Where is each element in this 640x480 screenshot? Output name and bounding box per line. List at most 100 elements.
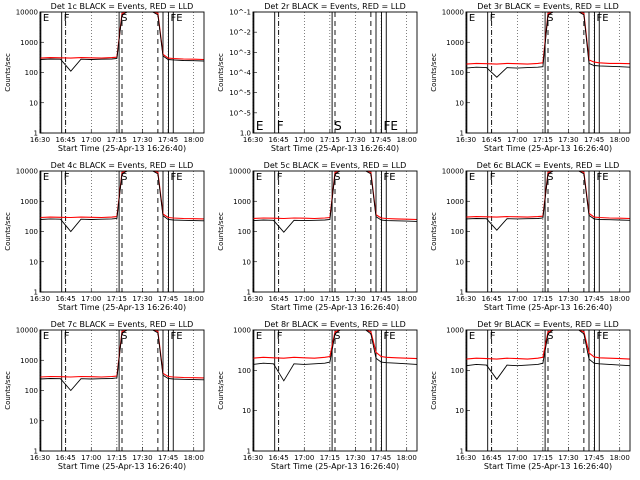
x-tick-label: 18:00	[184, 136, 204, 144]
y-tick-label: 100	[451, 228, 464, 236]
x-tick-label: 17:00	[81, 136, 101, 144]
x-axis-label: Start Time (25-Apr-13 16:26:40)	[484, 144, 612, 153]
x-tick-label: 16:45	[269, 454, 289, 462]
lld-series-line	[40, 330, 204, 379]
y-tick-label: 10^-5	[229, 109, 251, 117]
x-tick-label: 17:45	[371, 136, 391, 144]
x-tick-label: 17:00	[294, 454, 314, 462]
plot-frame	[465, 11, 631, 134]
x-tick-label: 16:30	[456, 454, 476, 462]
y-axis-label: Counts/sec	[430, 212, 438, 251]
panel-3: Det 3r BLACK = Events, RED = LLD 16:30 16:…	[430, 2, 631, 153]
x-tick-label: 17:45	[584, 454, 604, 462]
plot-frame	[252, 11, 418, 134]
panel-1: Det 1c BLACK = Events, RED = LLD 16:30 16:…	[4, 2, 205, 153]
x-tick-label: 17:15	[320, 454, 340, 462]
marker-label: FE	[596, 331, 608, 342]
y-tick-label: 10	[455, 258, 464, 266]
plot-frame	[39, 170, 205, 293]
y-tick-label: 10	[29, 258, 38, 266]
y-axis-label: Counts/sec	[217, 371, 225, 410]
marker-label: S	[334, 119, 342, 133]
x-tick-label: 17:00	[294, 136, 314, 144]
y-tick-label: 1000	[446, 327, 464, 335]
y-tick-label: 10	[455, 407, 464, 415]
lld-series-line	[40, 171, 204, 220]
y-tick-label: 10000	[16, 168, 38, 176]
panel-8: Det 8r BLACK = Events, RED = LLD 16:30 16:…	[217, 320, 418, 471]
events-series-line	[466, 12, 630, 78]
y-tick-label: 10000	[16, 327, 38, 335]
marker-label: E	[43, 172, 49, 183]
x-axis-label: Start Time (25-Apr-13 16:26:40)	[58, 462, 186, 471]
y-axis-label: Counts/sec	[4, 212, 12, 251]
y-tick-label: 1	[34, 289, 38, 297]
y-axis-label: Counts/sec	[430, 371, 438, 410]
marker-label: F	[490, 331, 496, 342]
panel-5: Det 5c BLACK = Events, RED = LLD 16:30 16:…	[217, 161, 418, 312]
marker-label: S	[121, 172, 127, 183]
y-axis-label: Counts/sec	[430, 53, 438, 92]
y-tick-label: 1000	[20, 357, 38, 365]
x-tick-label: 17:45	[158, 136, 178, 144]
plot-frame	[252, 329, 418, 452]
plot-frame	[252, 170, 418, 293]
y-tick-label: 1	[460, 130, 464, 138]
y-tick-label: 1	[34, 130, 38, 138]
x-tick-label: 17:30	[345, 136, 365, 144]
x-tick-label: 17:30	[345, 454, 365, 462]
y-tick-label: 100	[25, 387, 38, 395]
panel-title: Det 6c BLACK = Events, RED = LLD	[477, 161, 620, 170]
y-axis-label: Counts/sec	[4, 53, 12, 92]
x-tick-label: 17:45	[584, 295, 604, 303]
panel-title: Det 5c BLACK = Events, RED = LLD	[264, 161, 407, 170]
events-series-line	[40, 330, 204, 392]
x-tick-label: 16:45	[482, 295, 502, 303]
y-tick-label: 1	[460, 448, 464, 456]
x-tick-label: 16:30	[30, 454, 50, 462]
y-tick-label: 100	[451, 69, 464, 77]
y-tick-label: 10	[29, 417, 38, 425]
events-series-line	[253, 171, 417, 233]
plot-frame	[39, 329, 205, 452]
marker-label: FE	[596, 13, 608, 24]
x-tick-label: 16:45	[56, 136, 76, 144]
lld-series-line	[253, 330, 417, 360]
events-series-line	[253, 330, 417, 382]
x-tick-label: 17:30	[558, 454, 578, 462]
panel-title: Det 2r BLACK = Events, RED = LLD	[264, 2, 406, 11]
x-tick-label: 17:45	[371, 295, 391, 303]
marker-label: S	[547, 331, 553, 342]
x-axis-label: Start Time (25-Apr-13 16:26:40)	[271, 462, 399, 471]
x-tick-label: 17:00	[294, 295, 314, 303]
marker-label: F	[277, 119, 284, 133]
x-tick-label: 16:30	[456, 136, 476, 144]
lld-series-line	[40, 12, 204, 61]
x-tick-label: 17:00	[81, 454, 101, 462]
y-tick-label: 1000	[446, 39, 464, 47]
y-tick-label: 1	[247, 289, 251, 297]
plot-frame	[465, 170, 631, 293]
x-tick-label: 16:45	[56, 454, 76, 462]
panel-7: Det 7c BLACK = Events, RED = LLD 16:30 16:…	[4, 320, 205, 471]
panel-title: Det 4c BLACK = Events, RED = LLD	[51, 161, 194, 170]
marker-label: FE	[170, 13, 182, 24]
x-axis-label: Start Time (25-Apr-13 16:26:40)	[271, 303, 399, 312]
y-tick-label: 1000	[233, 198, 251, 206]
y-tick-label: 10000	[229, 168, 251, 176]
marker-label: FE	[596, 172, 608, 183]
x-tick-label: 16:30	[243, 136, 263, 144]
lld-series-line	[466, 330, 630, 360]
marker-label: F	[277, 172, 283, 183]
events-series-line	[40, 171, 204, 233]
x-tick-label: 16:30	[30, 136, 50, 144]
x-tick-label: 16:45	[482, 136, 502, 144]
x-tick-label: 17:15	[533, 295, 553, 303]
panel-6: Det 6c BLACK = Events, RED = LLD 16:30 16:…	[430, 161, 631, 312]
panel-9: Det 9r BLACK = Events, RED = LLD 16:30 16:…	[430, 320, 631, 471]
marker-label: S	[547, 13, 553, 24]
marker-label: F	[64, 13, 70, 24]
x-tick-label: 17:15	[107, 136, 127, 144]
y-tick-label: 10000	[442, 168, 464, 176]
y-tick-label: 10	[455, 99, 464, 107]
